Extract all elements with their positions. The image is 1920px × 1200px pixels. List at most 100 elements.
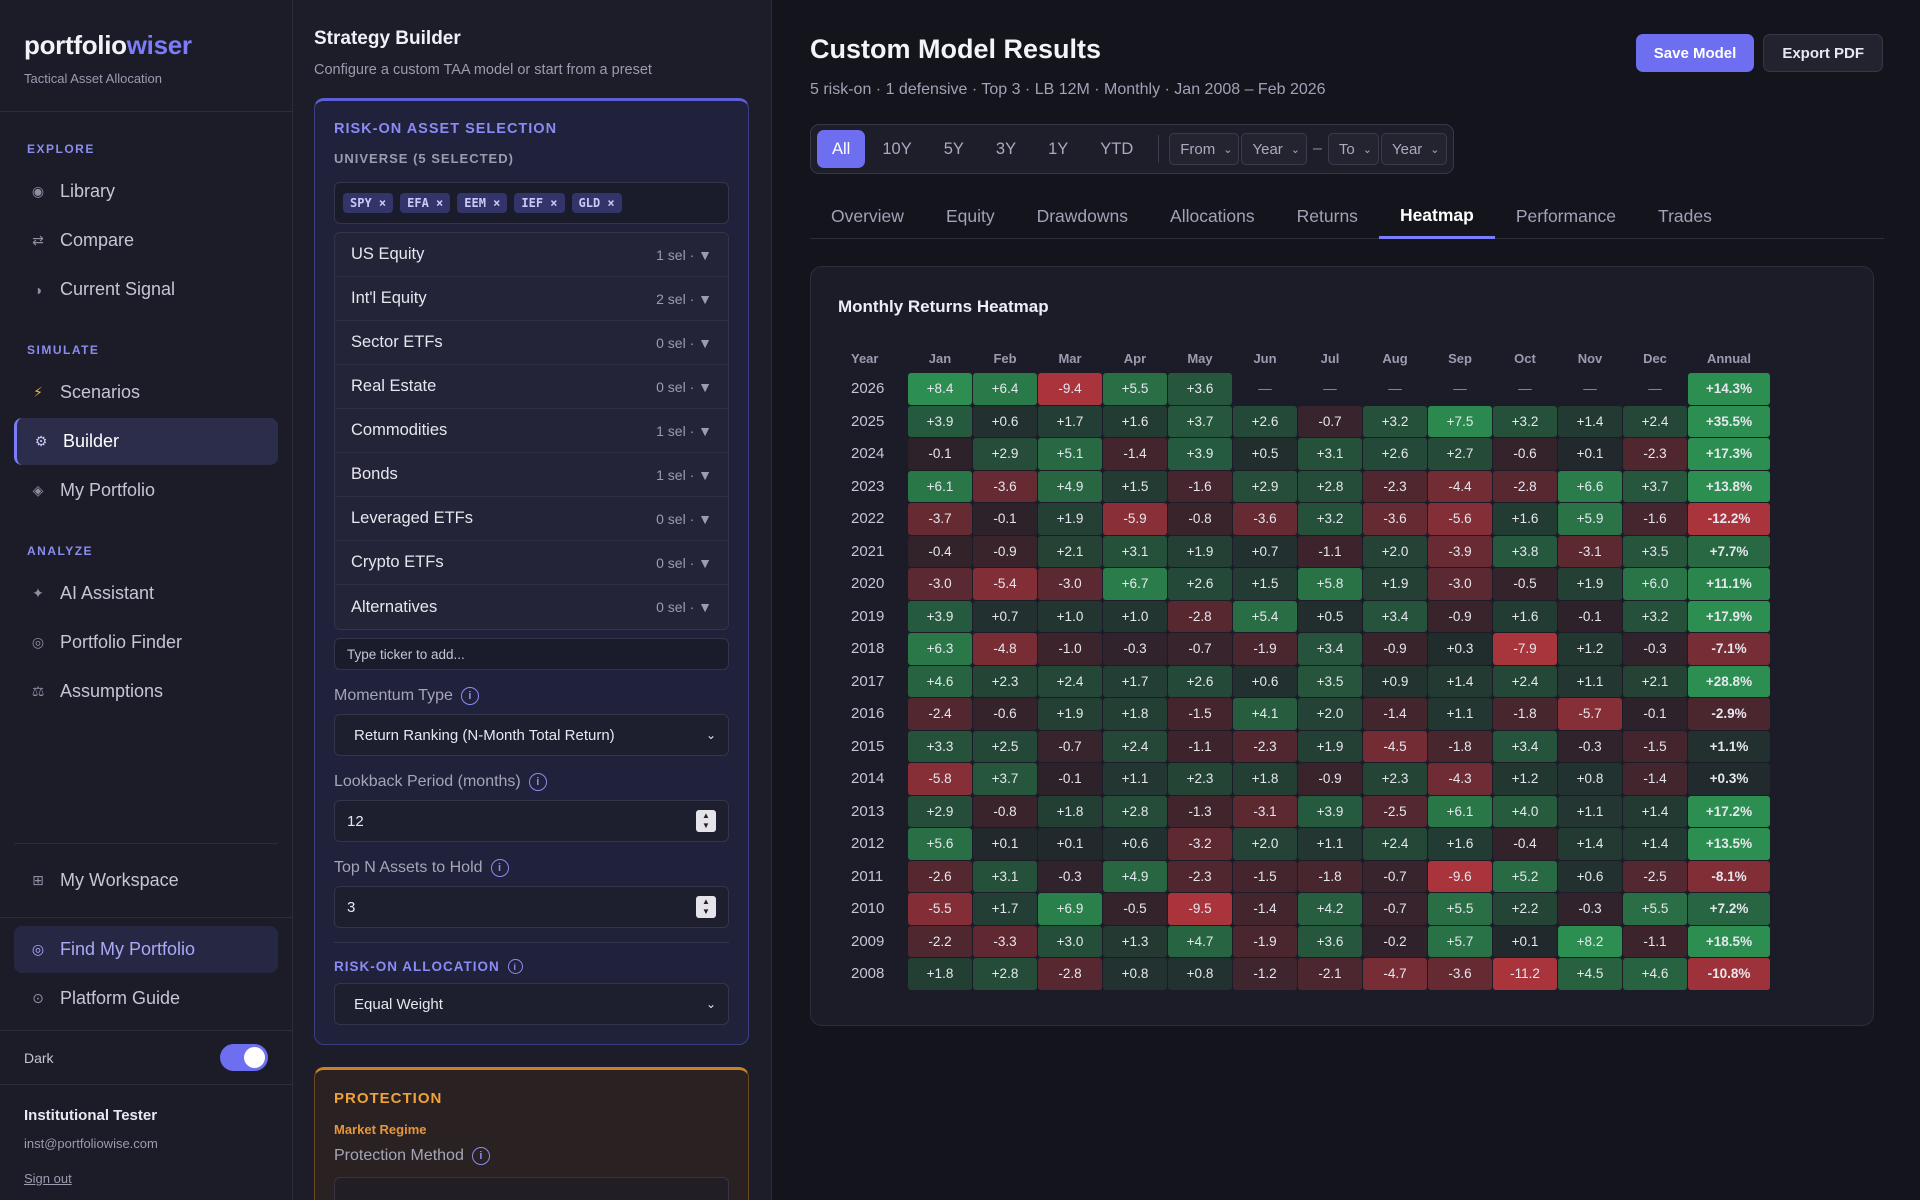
tab-drawdowns[interactable]: Drawdowns (1036, 206, 1129, 226)
heatmap-cell: — (1388, 381, 1402, 397)
ticker-input[interactable]: Type ticker to add... (334, 638, 729, 670)
heatmap-cell: +1.4 (1623, 828, 1687, 860)
category-bonds[interactable]: Bonds 1 sel · ▼ (335, 453, 728, 497)
heatmap-row: 2009 -2.2 -3.3 +3.0 +1.3 +4.7 -1.9 +3.6 -0.2 +5.7… (851, 925, 1770, 957)
sidebar-item-my-portfolio[interactable]: ◈ My Portfolio (14, 467, 278, 514)
save-model-button[interactable]: Save Model (1635, 34, 1755, 72)
half-circle-icon: ◑ (33, 281, 43, 298)
sidebar-item-label: Current Signal (60, 279, 176, 299)
sidebar-item-label: Portfolio Finder (60, 632, 183, 652)
category-name: Alternatives (351, 597, 438, 616)
logo[interactable]: portfoliowiser (24, 30, 268, 61)
range-5y[interactable]: 5Y (943, 139, 964, 158)
sidebar-bottom: ⊞ My Workspace ◎ Find My Portfolio ⊙ Platfo… (0, 843, 292, 1200)
sidebar-item-assumptions[interactable]: ⚖ Assumptions (14, 668, 278, 715)
momentum-select[interactable]: Return Ranking (N-Month Total Return) ⌄ (334, 714, 729, 756)
category-sector-etfs[interactable]: Sector ETFs 0 sel · ▼ (335, 321, 728, 365)
sidebar-item-platform-guide[interactable]: ⊙ Platform Guide (14, 975, 278, 1022)
heatmap-column-header: Nov (1577, 350, 1603, 366)
heatmap-cell: +0.6 (1233, 665, 1297, 697)
sparkle-icon: ✦ (32, 585, 44, 601)
category-us-equity[interactable]: US Equity 1 sel · ▼ (335, 233, 728, 277)
chip-ief[interactable]: IEF × (514, 193, 565, 213)
from-year-select[interactable]: Year ⌄ (1241, 133, 1308, 165)
heatmap-row: 2026 +8.4 +6.4 -9.4 +5.5 +3.6 — — — — — — — +14.3% (851, 373, 1770, 405)
allocation-select[interactable]: Equal Weight ⌄ (334, 983, 729, 1025)
heatmap-cell: +0.1 (973, 828, 1037, 860)
sidebar-item-portfolio-finder[interactable]: ◎ Portfolio Finder (14, 619, 278, 666)
category-leveraged-etfs[interactable]: Leveraged ETFs 0 sel · ▼ (335, 497, 728, 541)
range-10y[interactable]: 10Y (882, 139, 912, 158)
heatmap-cell: +0.6 (1103, 828, 1167, 860)
find-my-portfolio-button[interactable]: ◎ Find My Portfolio (14, 926, 278, 973)
tab-overview[interactable]: Overview (831, 206, 904, 226)
heatmap-year: 2008 (851, 965, 885, 983)
from-month-select[interactable]: From ⌄ (1169, 133, 1240, 165)
heatmap-cell: +2.0 (1298, 698, 1362, 730)
heatmap-column-header: Annual (1706, 350, 1752, 366)
sidebar-item-library[interactable]: ◉ Library (14, 168, 278, 215)
info-icon[interactable]: i (471, 1147, 490, 1165)
lookback-input[interactable]: 12 ▲ ▼ (334, 800, 729, 842)
sign-out-link[interactable]: Sign out (24, 1171, 72, 1186)
sidebar-item-current-signal[interactable]: ◑ Current Signal (14, 266, 278, 313)
range-selector: All 10Y 5Y 3Y 1Y YTD From ⌄ Year ⌄ – To ⌄ Y… (810, 124, 1454, 174)
sidebar-item-workspace[interactable]: ⊞ My Workspace (14, 857, 278, 904)
heatmap-cell: +4.9 (1103, 860, 1167, 892)
info-icon[interactable]: i (460, 687, 479, 705)
heatmap-cell: +6.0 (1623, 568, 1687, 600)
info-icon[interactable]: i (528, 773, 547, 791)
topn-input[interactable]: 3 ▲ ▼ (334, 886, 729, 928)
stepper-icon[interactable]: ▲ ▼ (696, 810, 716, 832)
user-email: inst@portfoliowise.com (24, 1136, 158, 1151)
tab-heatmap[interactable]: Heatmap (1378, 194, 1495, 239)
heatmap-cell: +4.7 (1168, 925, 1232, 957)
tab-equity[interactable]: Equity (945, 206, 995, 226)
chip-gld[interactable]: GLD × (571, 193, 622, 213)
category-crypto-etfs[interactable]: Crypto ETFs 0 sel · ▼ (335, 541, 728, 585)
sidebar-item-compare[interactable]: ⇄ Compare (14, 217, 278, 264)
heatmap-row: 2022 -3.7 -0.1 +1.9 -5.9 -0.8 -3.6 +3.2 -3.6 -5.6… (851, 503, 1770, 535)
range-dash: – (1313, 140, 1322, 157)
tab-trades[interactable]: Trades (1658, 206, 1712, 226)
heatmap-cell: +1.1 (1103, 763, 1167, 795)
chip-efa[interactable]: EFA × (400, 193, 451, 213)
to-year-select[interactable]: Year ⌄ (1380, 133, 1447, 165)
chip-eem[interactable]: EEM × (457, 193, 508, 213)
heatmap-cell: -4.5 (1363, 730, 1427, 762)
tab-allocations[interactable]: Allocations (1170, 206, 1255, 226)
theme-toggle[interactable] (220, 1044, 268, 1071)
range-ytd[interactable]: YTD (1100, 139, 1134, 158)
sidebar-item-ai-assistant[interactable]: ✦ AI Assistant (14, 570, 278, 617)
heatmap-cell: +1.2 (1558, 633, 1622, 665)
export-pdf-button[interactable]: Export PDF (1763, 34, 1883, 72)
heatmap-cell: +1.9 (1038, 698, 1102, 730)
range-3y[interactable]: 3Y (995, 139, 1017, 158)
heatmap-cell: -4.3 (1428, 763, 1492, 795)
info-icon[interactable]: i (507, 959, 523, 974)
category-real-estate[interactable]: Real Estate 0 sel · ▼ (335, 365, 728, 409)
heatmap-cell: +3.1 (1298, 438, 1362, 470)
info-icon[interactable]: i (490, 859, 509, 877)
topn-label: Top N Assets to Hold i (334, 859, 729, 877)
heatmap-annual-cell: -12.2% (1688, 503, 1770, 535)
heatmap-cell: -3.1 (1233, 795, 1297, 827)
range-all[interactable]: All (817, 130, 866, 168)
protection-method-select[interactable] (334, 1177, 729, 1200)
tab-performance[interactable]: Performance (1515, 206, 1617, 226)
tab-returns[interactable]: Returns (1296, 206, 1358, 226)
range-1y[interactable]: 1Y (1048, 139, 1069, 158)
heatmap-annual-cell: +17.2% (1688, 795, 1770, 827)
sidebar-item-scenarios[interactable]: ⚡ Scenarios (14, 369, 278, 416)
category-intl-equity[interactable]: Int'l Equity 2 sel · ▼ (335, 277, 728, 321)
to-month-select[interactable]: To ⌄ (1327, 133, 1379, 165)
category-commodities[interactable]: Commodities 1 sel · ▼ (335, 409, 728, 453)
heatmap-cell: +1.6 (1493, 600, 1557, 632)
sidebar-item-builder[interactable]: ⚙ Builder (14, 418, 278, 465)
heatmap-cell: +5.1 (1038, 438, 1102, 470)
brand: portfoliowiser Tactical Asset Allocation (0, 0, 292, 112)
stepper-icon[interactable]: ▲ ▼ (696, 896, 716, 918)
chip-spy[interactable]: SPY × (343, 193, 394, 213)
heatmap-annual-cell: -2.9% (1688, 698, 1770, 730)
category-alternatives[interactable]: Alternatives 0 sel · ▼ (335, 585, 728, 629)
